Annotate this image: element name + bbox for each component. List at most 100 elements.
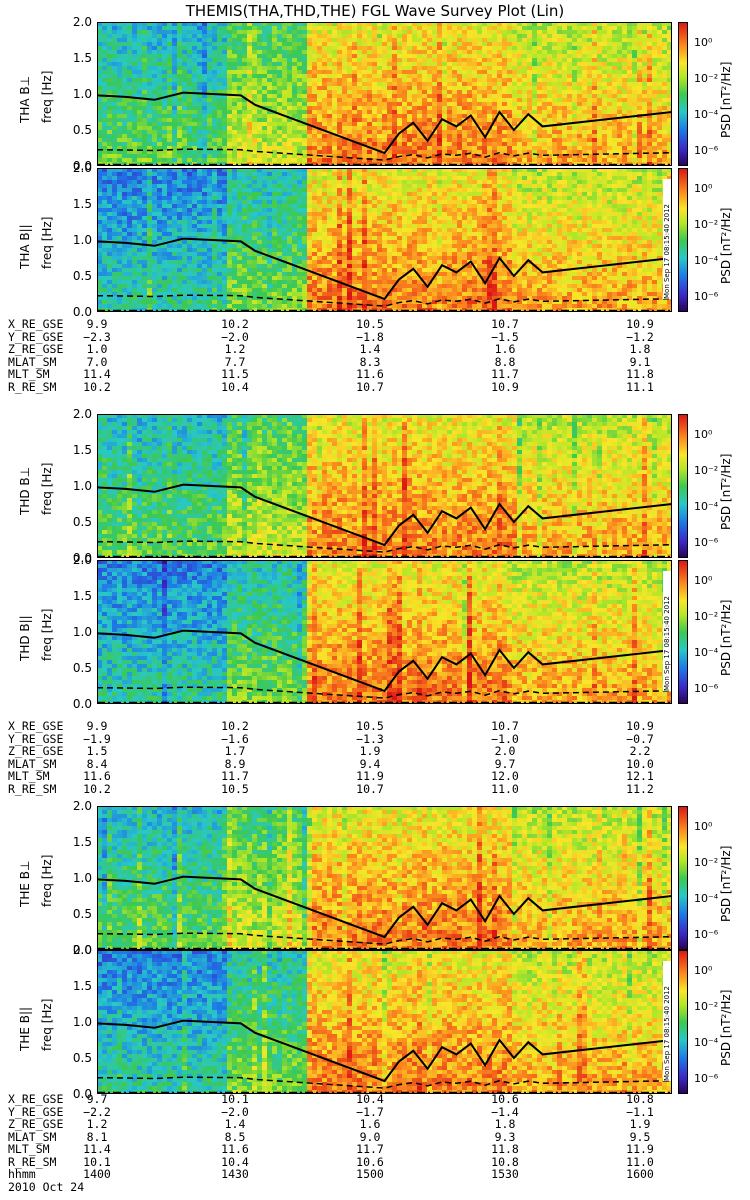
orbit-value: 1430: [200, 1168, 270, 1181]
orbit-value: 1.6: [470, 343, 540, 356]
orbit-value: −1.7: [335, 1105, 405, 1119]
colorbar-tick: 10⁻²: [694, 610, 718, 623]
orbit-value: −1.5: [470, 330, 540, 344]
orbit-value: 8.1: [62, 1130, 132, 1144]
orbit-value: 10.4: [335, 1093, 405, 1106]
orbit-row: hhmm 1400 1430 1500 1530 1600: [8, 1168, 738, 1181]
orbit-row: Z_RE_GSE 1.5 1.7 1.9 2.0 2.2: [8, 745, 738, 758]
orbit-value: −0.7: [605, 732, 675, 746]
orbit-value: 1.7: [200, 745, 270, 758]
colorbar-tick: 10⁰: [694, 574, 712, 587]
y-tick-label: 2.0: [62, 407, 92, 421]
colorbar-tick: 10⁰: [694, 182, 712, 195]
orbit-value: −1.1: [605, 1105, 675, 1119]
colorbar-tick: 10⁰: [694, 964, 712, 977]
orbit-value: 11.1: [605, 380, 675, 394]
orbit-row: Z_RE_GSE 1.0 1.2 1.4 1.6 1.8: [8, 343, 738, 356]
fce-line: [97, 1019, 672, 1083]
fcp-line: [97, 1076, 672, 1089]
orbit-value: 11.9: [335, 770, 405, 783]
y-tick-label: 1.0: [62, 1015, 92, 1029]
orbit-value: 11.0: [470, 782, 540, 796]
y-tick-label: 1.0: [62, 479, 92, 493]
fcp-line: [97, 686, 672, 699]
orbit-value: 11.5: [200, 368, 270, 381]
spectrogram-cells: [97, 950, 672, 1094]
y-tick-label: 0.0: [62, 551, 92, 565]
orbit-value: 10.7: [335, 782, 405, 796]
orbit-row: MLT_SM 11.6 11.7 11.9 12.0 12.1: [8, 770, 738, 783]
orbit-value: −2.0: [200, 330, 270, 344]
y-tick-label: 1.5: [62, 51, 92, 65]
colorbar-tick: 10⁻⁶: [694, 144, 718, 157]
orbit-value: 9.5: [605, 1130, 675, 1144]
orbit-value: 8.4: [62, 757, 132, 771]
y-tick-label: 2.0: [62, 943, 92, 957]
y-tick-label: 0.5: [62, 515, 92, 529]
y-axis-label: freq [Hz]: [40, 63, 54, 123]
orbit-value: 1.2: [62, 1118, 132, 1131]
fce-line: [97, 483, 672, 547]
spectrogram-cells: [97, 414, 672, 558]
orbit-value: 1.4: [335, 343, 405, 356]
fce-line: [97, 629, 672, 693]
orbit-value: 11.8: [470, 1143, 540, 1156]
orbit-value: 10.7: [470, 720, 540, 733]
fcp-line: [97, 148, 672, 161]
orbit-row-label: MLAT_SM: [8, 355, 56, 369]
colorbar-tick: 10⁻⁴: [694, 646, 718, 659]
y-tick-label: 0.0: [62, 697, 92, 711]
orbit-row-label: X_RE_GSE: [8, 720, 63, 733]
panel-label: THE B⊥: [18, 847, 32, 907]
timestamp: Mon Sep 17 08:15:40 2012: [663, 571, 671, 691]
y-tick-label: 1.5: [62, 835, 92, 849]
fcp-line: [97, 932, 672, 945]
colorbar-tick: 10⁻²: [694, 1000, 718, 1013]
colorbar-tick: 10⁻⁴: [694, 1036, 718, 1049]
orbit-row-label: Z_RE_GSE: [8, 343, 63, 356]
fcp-line: [97, 294, 672, 307]
colorbar-label: PSD [nT²/Hz]: [719, 48, 733, 138]
orbit-row: Y_RE_GSE −1.9 −1.6 −1.3 −1.0 −0.7: [8, 732, 738, 746]
orbit-value: 10.8: [605, 1093, 675, 1106]
orbit-value: 10.5: [335, 720, 405, 733]
orbit-row: MLAT_SM 7.0 7.7 8.3 8.8 9.1: [8, 355, 738, 369]
orbit-value: 1530: [470, 1168, 540, 1181]
orbit-value: 7.0: [62, 355, 132, 369]
orbit-value: 1600: [605, 1168, 675, 1181]
colorbar-tick: 10⁻⁶: [694, 1072, 718, 1085]
colorbar: [678, 414, 688, 559]
orbit-value: 10.1: [62, 1155, 132, 1169]
orbit-value: 9.3: [470, 1130, 540, 1144]
orbit-value: 9.1: [605, 355, 675, 369]
orbit-row-label: MLAT_SM: [8, 1130, 56, 1144]
fce-line: [97, 91, 672, 155]
orbit-row: R_RE_SM 10.2 10.5 10.7 11.0 11.2: [8, 782, 738, 796]
spectrogram-1: [97, 22, 672, 166]
orbit-value: 2.2: [605, 745, 675, 758]
orbit-value: 11.6: [200, 1143, 270, 1156]
orbit-value: 11.7: [470, 368, 540, 381]
colorbar-tick: 10⁻⁶: [694, 290, 718, 303]
orbit-value: 1.8: [605, 343, 675, 356]
y-axis-label: freq [Hz]: [40, 847, 54, 907]
orbit-row-label: Y_RE_GSE: [8, 1105, 63, 1119]
orbit-row-label: MLT_SM: [8, 1143, 50, 1156]
orbit-value: 12.1: [605, 770, 675, 783]
y-tick-label: 1.0: [62, 625, 92, 639]
spectrogram-panel: [97, 560, 672, 704]
colorbar-label: PSD [nT²/Hz]: [719, 586, 733, 676]
orbit-row-label: X_RE_GSE: [8, 1093, 63, 1106]
orbit-value: 11.4: [62, 1143, 132, 1156]
orbit-value: 1.2: [200, 343, 270, 356]
y-axis-label: freq [Hz]: [40, 455, 54, 515]
orbit-value: −2.3: [62, 330, 132, 344]
y-tick-label: 0.5: [62, 1051, 92, 1065]
orbit-value: −1.8: [335, 330, 405, 344]
orbit-value: 10.9: [470, 380, 540, 394]
orbit-value: 1.5: [62, 745, 132, 758]
spectrogram-panel: [97, 168, 672, 312]
orbit-table: X_RE_GSE 9.7 10.1 10.4 10.6 10.8 Y_RE_GSE −2.2 −…: [8, 1093, 738, 1181]
orbit-value: 11.7: [335, 1143, 405, 1156]
orbit-row-label: Y_RE_GSE: [8, 732, 63, 746]
